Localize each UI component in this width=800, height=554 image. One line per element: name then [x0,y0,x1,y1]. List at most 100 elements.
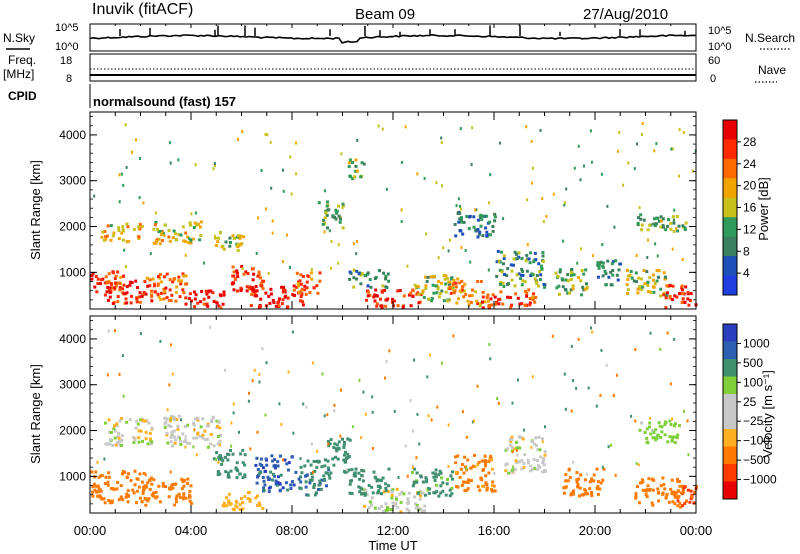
data-cell [94,484,98,488]
data-cell [567,467,571,471]
data-cell [501,302,505,306]
data-cell [164,420,168,424]
data-cell [423,509,427,513]
data-cell [528,303,532,307]
data-cell [684,221,688,225]
data-cell [165,272,169,276]
data-cell [664,421,668,424]
data-cell [370,503,373,507]
data-cell [96,460,99,464]
data-cell [520,283,524,287]
data-cell [543,450,547,454]
data-cell [535,274,539,277]
data-cell [153,290,157,294]
data-cell [457,197,460,201]
data-cell [434,475,438,479]
data-cell [462,289,466,293]
data-cell [683,485,687,489]
data-cell [467,478,470,482]
data-cell [590,326,592,330]
data-cell [525,292,529,295]
data-cell [102,238,106,242]
data-cell [334,217,338,221]
data-cell [649,331,652,335]
data-cell [177,275,181,279]
data-cell [373,299,377,303]
data-cell [655,279,659,283]
data-cell [486,293,490,297]
data-cell [685,499,688,503]
data-cell [156,283,160,287]
data-cell [463,489,467,492]
data-cell [441,489,445,493]
data-cell [489,173,492,177]
data-cell [290,480,294,484]
data-cell [584,268,588,272]
data-cell [312,485,316,489]
data-cell [471,126,474,130]
data-cell [209,433,213,436]
data-cell [185,441,189,445]
cpid-text: normalsound (fast) 157 [93,94,236,109]
data-cell [534,296,538,299]
data-cell [255,294,259,298]
data-cell [324,458,327,462]
data-cell [643,431,647,434]
nsky-right-tick-top: 10^5 [708,25,732,37]
data-cell [206,422,210,426]
data-cell [501,262,505,266]
data-cell [634,271,638,275]
data-cell [184,302,188,306]
data-cell [318,479,322,483]
data-cell [348,482,352,486]
data-cell [683,228,687,231]
data-cell [481,468,485,472]
data-cell [616,278,620,282]
data-cell [655,142,658,146]
nsky-left-tick-bottom: 10^0 [55,41,79,53]
data-cell [412,467,416,471]
data-cell [217,304,221,308]
data-cell [657,219,661,223]
data-cell [325,204,329,208]
data-cell [139,429,143,433]
data-cell [682,131,685,134]
data-cell [438,469,442,473]
data-cell [495,300,499,304]
data-cell [430,299,434,303]
data-cell [315,284,319,288]
data-cell [588,487,592,491]
data-cell [532,260,536,264]
data-cell [484,462,488,466]
data-cell [511,450,514,454]
data-cell [285,462,289,466]
data-cell [462,471,466,475]
data-cell [673,435,677,439]
data-cell [212,457,216,461]
data-cell [387,484,390,488]
colorbar-tick-label: 12 [743,222,757,236]
data-cell [660,430,664,434]
data-cell [681,504,685,508]
data-cell [630,414,633,418]
data-cell [117,229,121,233]
data-cell [427,414,430,418]
data-cell [534,436,538,440]
data-cell [564,479,568,483]
data-cell [349,175,353,179]
data-cell [100,235,104,239]
data-cell [115,424,119,428]
data-cell [400,490,404,494]
data-cell [471,464,475,468]
data-cell [496,397,499,400]
data-cell [525,253,529,257]
data-cell [580,269,584,272]
data-cell [109,438,112,442]
data-cell [665,492,669,496]
data-cell [581,285,585,289]
data-cell [168,487,172,491]
data-cell [491,480,495,484]
data-cell [502,257,506,260]
data-cell [103,281,107,285]
data-cell [327,442,330,446]
